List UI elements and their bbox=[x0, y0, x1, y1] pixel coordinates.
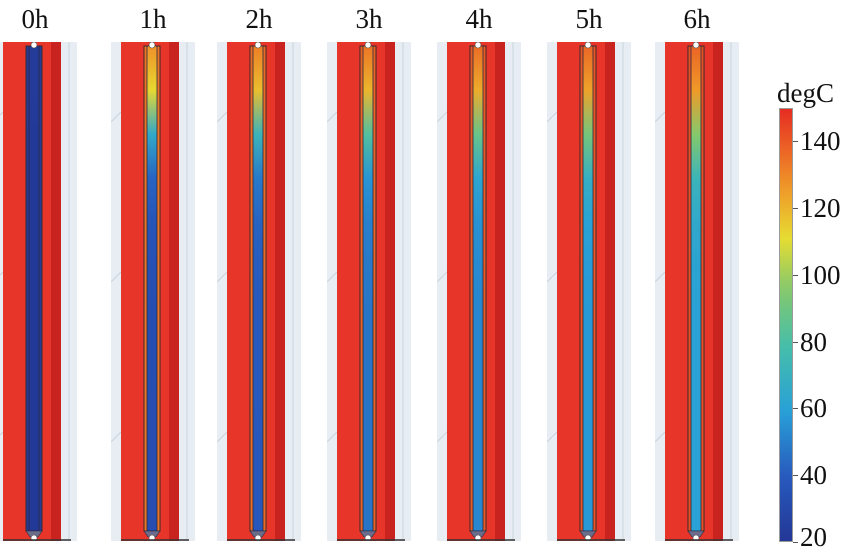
fluid-channel bbox=[690, 45, 702, 532]
colorbar bbox=[779, 108, 793, 542]
colorbar-tickmark bbox=[793, 208, 798, 210]
simulation-panel bbox=[217, 42, 301, 541]
mesh-line bbox=[0, 271, 4, 276]
top-marker bbox=[254, 42, 262, 49]
colorbar-tickmark bbox=[793, 141, 798, 143]
channel-tip bbox=[359, 530, 377, 538]
mesh-line bbox=[437, 271, 448, 283]
simulation-panel bbox=[111, 42, 195, 541]
mesh-line bbox=[547, 431, 558, 443]
channel-tip bbox=[579, 530, 597, 538]
time-label: 2h bbox=[245, 4, 273, 34]
mesh-line bbox=[111, 271, 122, 283]
time-label: 3h bbox=[355, 4, 383, 34]
mesh-line bbox=[327, 271, 338, 283]
simulation-panel bbox=[327, 42, 411, 541]
top-marker bbox=[474, 42, 482, 49]
colorbar-tick-label: 40 bbox=[800, 460, 827, 491]
mesh-line bbox=[217, 431, 228, 443]
top-marker bbox=[584, 42, 592, 49]
colorbar-tick-label: 100 bbox=[800, 259, 841, 290]
hot-region-edge bbox=[495, 42, 505, 541]
time-label: 5h bbox=[575, 4, 603, 34]
mesh-line bbox=[0, 431, 4, 436]
mesh-line bbox=[547, 271, 558, 283]
hot-region-edge bbox=[385, 42, 395, 541]
hot-region-edge bbox=[275, 42, 285, 541]
mesh-line bbox=[217, 111, 228, 123]
time-label: 1h bbox=[139, 4, 167, 34]
channel-tip bbox=[25, 530, 43, 538]
mesh-line bbox=[327, 111, 338, 123]
top-marker bbox=[30, 42, 38, 49]
fluid-channel bbox=[362, 45, 374, 532]
colorbar-tickmark bbox=[793, 475, 798, 477]
channel-tip bbox=[143, 530, 161, 538]
channel-tip bbox=[687, 530, 705, 538]
simulation-panel bbox=[0, 42, 77, 541]
mesh-line bbox=[0, 111, 4, 116]
hot-region-edge bbox=[169, 42, 179, 541]
colorbar-tickmark bbox=[793, 408, 798, 410]
fluid-channel bbox=[582, 45, 594, 532]
colorbar-tick-label: 60 bbox=[800, 393, 827, 424]
time-label: 6h bbox=[683, 4, 711, 34]
colorbar-tickmark bbox=[793, 542, 798, 543]
colorbar-tick-label: 120 bbox=[800, 193, 841, 224]
mesh-line bbox=[437, 431, 448, 443]
hot-region-edge bbox=[605, 42, 615, 541]
mesh-line bbox=[327, 431, 338, 443]
colorbar-tickmark bbox=[793, 341, 798, 343]
mesh-line bbox=[111, 111, 122, 123]
top-marker bbox=[364, 42, 372, 49]
fluid-channel bbox=[28, 45, 40, 532]
colorbar-tick-label: 80 bbox=[800, 326, 827, 357]
mesh-line bbox=[437, 111, 448, 123]
fluid-channel bbox=[146, 45, 158, 532]
mesh-line bbox=[547, 111, 558, 123]
fluid-channel bbox=[472, 45, 484, 532]
fluid-channel bbox=[252, 45, 264, 532]
hot-region-edge bbox=[51, 42, 61, 541]
colorbar-tick-label: 20 bbox=[800, 522, 827, 552]
colorbar-tick-label: 140 bbox=[800, 126, 841, 157]
mesh-line bbox=[655, 271, 666, 283]
colorbar-tickmark bbox=[793, 274, 798, 276]
simulation-panel bbox=[437, 42, 521, 541]
channel-tip bbox=[249, 530, 267, 538]
mesh-line bbox=[111, 431, 122, 443]
simulation-panel bbox=[655, 42, 739, 541]
top-marker bbox=[692, 42, 700, 49]
top-marker bbox=[148, 42, 156, 49]
colorbar-title: degC bbox=[777, 78, 834, 108]
mesh-line bbox=[655, 431, 666, 443]
time-label: 0h bbox=[21, 4, 49, 34]
hot-region-edge bbox=[713, 42, 723, 541]
mesh-line bbox=[655, 111, 666, 123]
simulation-panel bbox=[547, 42, 631, 541]
channel-tip bbox=[469, 530, 487, 538]
time-label: 4h bbox=[465, 4, 493, 34]
mesh-line bbox=[217, 271, 228, 283]
